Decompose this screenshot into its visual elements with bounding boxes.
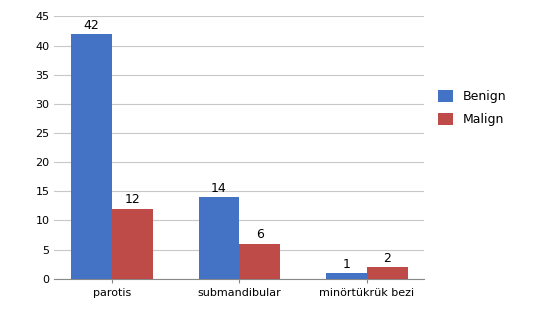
- Text: 14: 14: [211, 182, 227, 195]
- Bar: [239, 244, 280, 279]
- Text: 12: 12: [125, 194, 140, 207]
- Text: 6: 6: [256, 229, 264, 241]
- Text: 42: 42: [84, 19, 100, 31]
- Bar: [112, 209, 153, 279]
- Bar: [199, 197, 239, 279]
- Legend: Benign, Malign: Benign, Malign: [438, 90, 506, 126]
- Bar: [326, 273, 367, 279]
- Bar: [71, 34, 112, 279]
- Bar: [367, 267, 407, 279]
- Text: 1: 1: [342, 257, 350, 271]
- Text: 2: 2: [383, 252, 391, 265]
